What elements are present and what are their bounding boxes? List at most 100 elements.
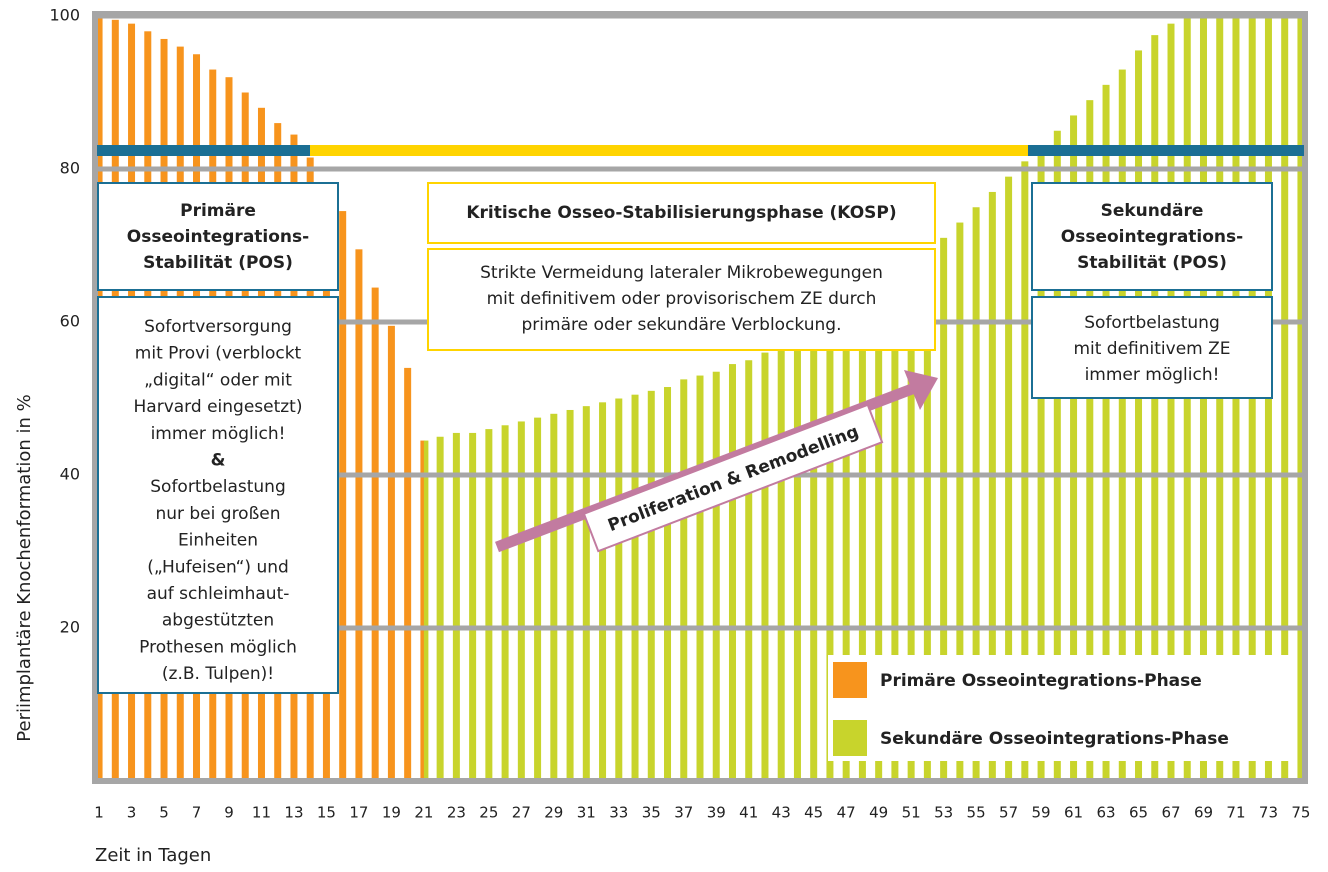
annotation-text: Strikte Vermeidung lateraler Mikrobewegu…: [480, 263, 883, 283]
annotation-text: nur bei großen: [155, 504, 280, 524]
bar: [469, 432, 477, 781]
x-tick-label: 41: [739, 804, 758, 822]
annotation-text: Sofortbelastung: [1084, 313, 1220, 333]
bar: [907, 268, 915, 781]
annotation-text: mit Provi (verblockt: [135, 344, 302, 364]
phase-band: [97, 145, 310, 156]
bar: [940, 237, 948, 782]
bar: [517, 421, 525, 781]
legend-label: Primäre Osseointegrations-Phase: [880, 671, 1202, 691]
annotation-box: [1031, 296, 1273, 399]
bar: [550, 413, 558, 781]
x-axis-label: Zeit in Tagen: [95, 845, 211, 866]
bar: [599, 402, 607, 781]
bar: [745, 360, 753, 781]
x-tick-label: 13: [284, 804, 303, 822]
bar: [647, 390, 655, 781]
bar: [1151, 35, 1159, 781]
x-tick-label: 29: [544, 804, 563, 822]
bar: [842, 314, 850, 781]
bar: [826, 322, 834, 781]
annotation-text: Primäre: [180, 201, 256, 221]
bar: [956, 222, 964, 782]
annotation-text: Prothesen möglich: [139, 637, 297, 657]
annotation-text: Harvard eingesetzt): [134, 397, 303, 417]
arrow-label-box: [582, 403, 884, 553]
bar: [972, 207, 980, 781]
x-tick-label: 55: [967, 804, 986, 822]
annotations: Primäre Osseointegrations- Stabilität (POS…: [97, 182, 1273, 694]
legend-swatch: [833, 720, 867, 756]
x-tick-label: 27: [512, 804, 531, 822]
x-tick-label: 9: [224, 804, 234, 822]
bar: [501, 425, 509, 781]
bar: [534, 417, 542, 781]
x-tick-label: 3: [127, 804, 137, 822]
bar: [923, 253, 931, 781]
y-tick-label: 80: [60, 159, 80, 178]
annotation-text: Sofortversorgung: [144, 317, 292, 337]
bar: [371, 287, 379, 781]
y-tick-label: 20: [60, 618, 80, 637]
x-tick-label: 25: [479, 804, 498, 822]
bar: [582, 406, 590, 781]
bar: [615, 398, 623, 781]
annotation-text: („Hufeisen“) und: [147, 557, 289, 577]
plot-frame: [92, 11, 1308, 784]
x-tick-label: 31: [577, 804, 596, 822]
bar: [777, 344, 785, 781]
x-tick-label: 63: [1096, 804, 1115, 822]
bar: [1070, 115, 1078, 781]
bar: [712, 371, 720, 781]
bar: [810, 329, 818, 781]
x-tick-label: 15: [317, 804, 336, 822]
x-tick-label: 45: [804, 804, 823, 822]
bar: [761, 352, 769, 781]
annotation-text: Osseointegrations-: [1061, 227, 1243, 247]
bar: [387, 325, 395, 781]
annotation-box: [97, 296, 339, 694]
bar: [1281, 16, 1289, 781]
bar: [728, 364, 736, 781]
x-tick-label: 67: [1161, 804, 1180, 822]
legend-box: [828, 655, 1290, 761]
bar: [339, 211, 347, 781]
x-tick-label: 49: [869, 804, 888, 822]
annotation-box: [427, 248, 936, 351]
bar: [696, 375, 704, 781]
annotation-text: primäre oder sekundäre Verblockung.: [522, 315, 842, 335]
x-tick-label: 53: [934, 804, 953, 822]
bar: [1167, 23, 1175, 781]
bar: [858, 302, 866, 781]
x-tick-label: 65: [1129, 804, 1148, 822]
x-tick-label: 35: [642, 804, 661, 822]
bar: [1021, 161, 1029, 782]
annotation-box: [427, 182, 936, 244]
annotation-text: abgestützten: [162, 611, 274, 631]
bar: [631, 394, 639, 781]
x-tick-label: 19: [382, 804, 401, 822]
bar: [1086, 100, 1094, 781]
annotation-text: (z.B. Tulpen)!: [162, 664, 274, 684]
bar: [485, 429, 493, 781]
x-tick-label: 73: [1259, 804, 1278, 822]
y-tick-label: 100: [49, 6, 80, 25]
bar: [1053, 130, 1061, 781]
x-tick-label: 33: [609, 804, 628, 822]
x-tick-label: 75: [1291, 804, 1310, 822]
bar: [404, 367, 412, 781]
x-tick-label: 37: [674, 804, 693, 822]
bar: [1118, 69, 1126, 782]
x-tick-label: 57: [999, 804, 1018, 822]
x-tick-label: 5: [159, 804, 169, 822]
y-tick-label: 40: [60, 465, 80, 484]
y-tick-label: 60: [60, 312, 80, 331]
x-tick-label: 21: [414, 804, 433, 822]
x-tick-label: 11: [252, 804, 271, 822]
x-tick-label: 71: [1226, 804, 1245, 822]
x-tick-label: 51: [902, 804, 921, 822]
annotation-text: Einheiten: [178, 531, 258, 551]
annotation-text: immer möglich!: [151, 424, 286, 444]
annotation-box: [1031, 182, 1273, 291]
